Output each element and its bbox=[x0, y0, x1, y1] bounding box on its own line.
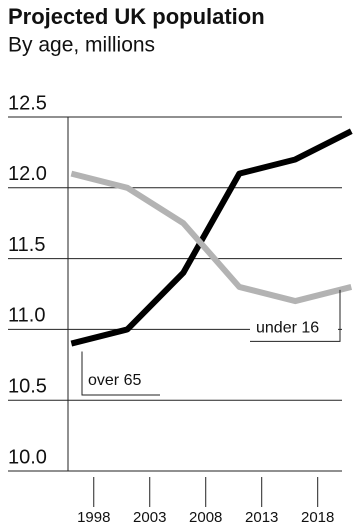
x-tick-label: 1998 bbox=[77, 509, 110, 526]
x-tick-label: 2013 bbox=[245, 509, 278, 526]
series-label: over 65 bbox=[88, 372, 141, 389]
y-tick-label: 10.0 bbox=[8, 446, 47, 468]
y-tick-label: 11.0 bbox=[8, 305, 45, 327]
series-label: under 16 bbox=[256, 320, 319, 337]
series-line bbox=[70, 170, 353, 305]
x-tick-label: 2003 bbox=[133, 509, 166, 526]
y-tick-label: 10.5 bbox=[8, 375, 47, 397]
x-tick-label: 2008 bbox=[189, 509, 222, 526]
label-leader bbox=[250, 289, 341, 342]
series-label-box bbox=[250, 316, 338, 341]
chart-title: Projected UK population bbox=[8, 4, 265, 29]
x-tick-label: 2018 bbox=[301, 509, 334, 526]
series-line bbox=[70, 128, 353, 347]
chart-subtitle: By age, millions bbox=[8, 34, 155, 57]
label-leader bbox=[81, 351, 160, 396]
y-tick-label: 12.5 bbox=[8, 92, 47, 114]
y-tick-label: 12.0 bbox=[8, 163, 47, 185]
series-label-box bbox=[82, 369, 160, 393]
y-tick-label: 11.5 bbox=[8, 234, 45, 256]
